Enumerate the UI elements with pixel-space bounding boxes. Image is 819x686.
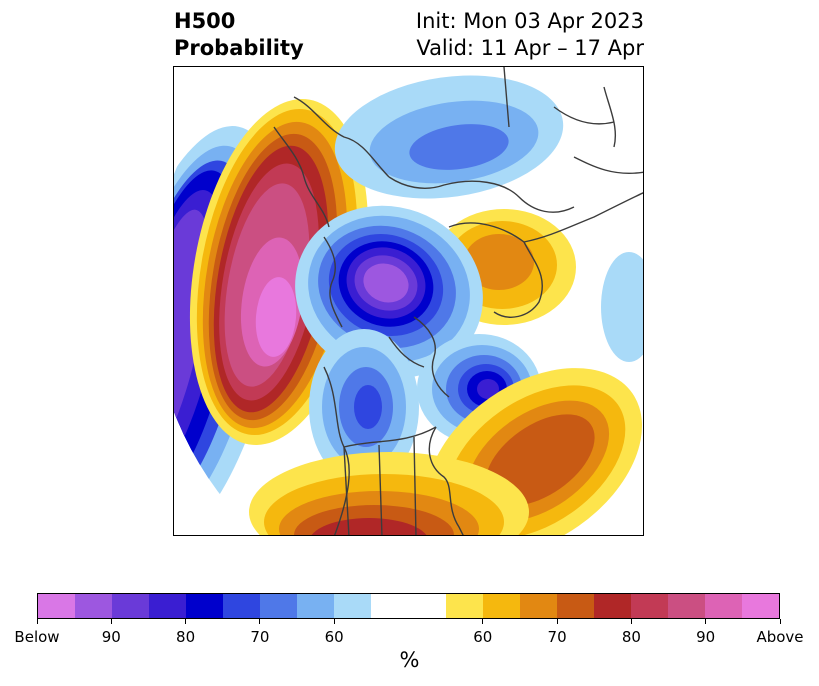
product-kind: Probability xyxy=(174,36,304,60)
colorbar-tick-mark xyxy=(36,619,38,624)
colorbar-tick-mark xyxy=(333,619,335,624)
colorbar-segment xyxy=(112,594,150,618)
colorbar-tick-label: 60 xyxy=(324,628,344,646)
colorbar-tick-label: 90 xyxy=(101,628,121,646)
colorbar-tick-mark xyxy=(110,619,112,624)
colorbar-segment xyxy=(741,594,779,618)
colorbar-tick-label: 70 xyxy=(547,628,567,646)
arctic-negative xyxy=(295,205,483,379)
colorbar-segment xyxy=(334,594,372,618)
colorbar-segment xyxy=(75,594,113,618)
ne-pacific-positive xyxy=(189,99,369,445)
colorbar-segment xyxy=(38,594,76,618)
colorbar-tick-mark xyxy=(185,619,187,624)
colorbar-segment xyxy=(260,594,298,618)
polar-map xyxy=(173,66,644,536)
russia-negative xyxy=(601,252,643,362)
colorbar-tick-labels: Below 90 80 70 60 60 70 80 90 Above xyxy=(0,628,819,648)
probability-map-svg xyxy=(174,67,643,535)
colorbar-tick-mark xyxy=(705,619,707,624)
colorbar-segment xyxy=(149,594,187,618)
colorbar-segment xyxy=(371,594,409,618)
colorbar-segment xyxy=(445,594,483,618)
colorbar-tick-label: 90 xyxy=(696,628,716,646)
colorbar-segment xyxy=(408,594,446,618)
map-title-left: H500 Probability xyxy=(174,8,304,62)
colorbar-segment xyxy=(704,594,742,618)
colorbar-tick-mark xyxy=(482,619,484,624)
colorbar-segment xyxy=(223,594,261,618)
colorbar-tick-label: Above xyxy=(756,628,804,646)
init-date: Init: Mon 03 Apr 2023 xyxy=(415,9,644,33)
colorbar-tick-mark xyxy=(630,619,632,624)
colorbar-segment xyxy=(519,594,557,618)
colorbar-tick-label: 80 xyxy=(621,628,641,646)
colorbar-tick-label: 80 xyxy=(176,628,196,646)
colorbar-tick-label: Below xyxy=(14,628,60,646)
colorbar-segment xyxy=(667,594,705,618)
colorbar-tick-label: 60 xyxy=(473,628,493,646)
colorbar-unit: % xyxy=(399,648,420,672)
colorbar-segment xyxy=(482,594,520,618)
map-title-right: Init: Mon 03 Apr 2023 Valid: 11 Apr – 17… xyxy=(416,8,644,62)
colorbar-segment xyxy=(297,594,335,618)
colorbar-segment xyxy=(186,594,224,618)
anomaly-fields xyxy=(174,67,643,535)
colorbar-segment xyxy=(630,594,668,618)
colorbar-tick-label: 70 xyxy=(250,628,270,646)
colorbar-tick-mark xyxy=(779,619,781,624)
valid-range: Valid: 11 Apr – 17 Apr xyxy=(416,36,644,60)
colorbar xyxy=(37,593,780,619)
central-canada-negative xyxy=(309,329,419,485)
field-name: H500 xyxy=(174,9,236,33)
colorbar-tick-mark xyxy=(556,619,558,624)
colorbar-segment xyxy=(556,594,594,618)
southern-us-positive xyxy=(249,452,529,535)
coastlines xyxy=(273,67,643,535)
siberia-negative xyxy=(334,75,564,199)
colorbar-tick-mark xyxy=(259,619,261,624)
colorbar-segment xyxy=(593,594,631,618)
